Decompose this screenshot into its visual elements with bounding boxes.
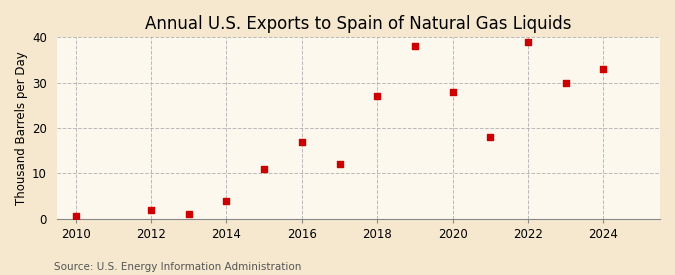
Point [598, 67, 609, 71]
Point [259, 167, 269, 171]
Point [410, 44, 421, 49]
Point [522, 40, 533, 44]
Point [485, 135, 495, 139]
Point [448, 90, 458, 94]
Point [334, 162, 345, 166]
Y-axis label: Thousand Barrels per Day: Thousand Barrels per Day [15, 51, 28, 205]
Point [146, 207, 157, 212]
Point [372, 94, 383, 98]
Point [70, 214, 81, 219]
Point [221, 198, 232, 203]
Text: Source: U.S. Energy Information Administration: Source: U.S. Energy Information Administ… [54, 262, 301, 272]
Point [560, 81, 571, 85]
Title: Annual U.S. Exports to Spain of Natural Gas Liquids: Annual U.S. Exports to Spain of Natural … [145, 15, 572, 33]
Point [296, 139, 307, 144]
Point [184, 212, 194, 216]
